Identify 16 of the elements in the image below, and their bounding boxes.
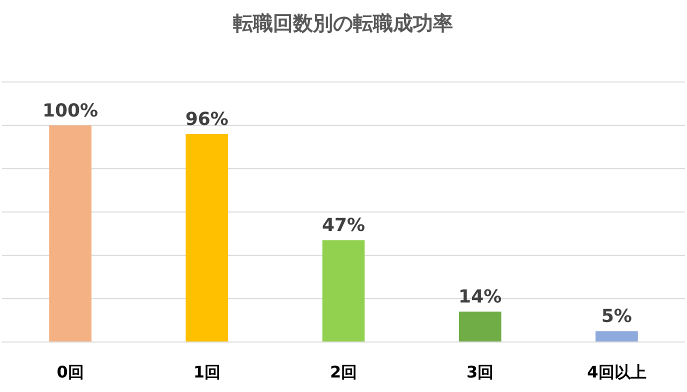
x-tick-label: 1回 (193, 362, 220, 382)
x-tick-label: 0回 (56, 362, 84, 382)
data-label: 47% (322, 215, 366, 236)
x-tick-label: 4回以上 (587, 362, 646, 382)
data-label: 100% (42, 100, 98, 122)
data-label: 5% (601, 306, 632, 328)
chart-title: 転職回数別の転職成功率 (233, 11, 453, 35)
x-tick-label: 3回 (466, 362, 494, 382)
bar (596, 331, 638, 342)
bar (186, 134, 228, 342)
data-label: 96% (185, 109, 228, 130)
x-tick-label: 2回 (330, 362, 358, 382)
bar (458, 312, 502, 342)
data-label: 14% (458, 286, 502, 308)
bar (49, 125, 92, 342)
bar (322, 240, 365, 342)
